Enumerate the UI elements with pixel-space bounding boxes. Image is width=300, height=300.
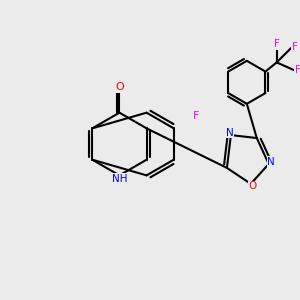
Text: F: F (292, 43, 298, 52)
Text: N: N (226, 128, 233, 138)
Text: O: O (248, 181, 256, 191)
Text: F: F (295, 65, 300, 75)
Text: NH: NH (112, 174, 127, 184)
Text: O: O (115, 82, 124, 92)
Text: F: F (193, 111, 199, 121)
Text: N: N (267, 157, 275, 166)
Text: F: F (274, 39, 280, 49)
